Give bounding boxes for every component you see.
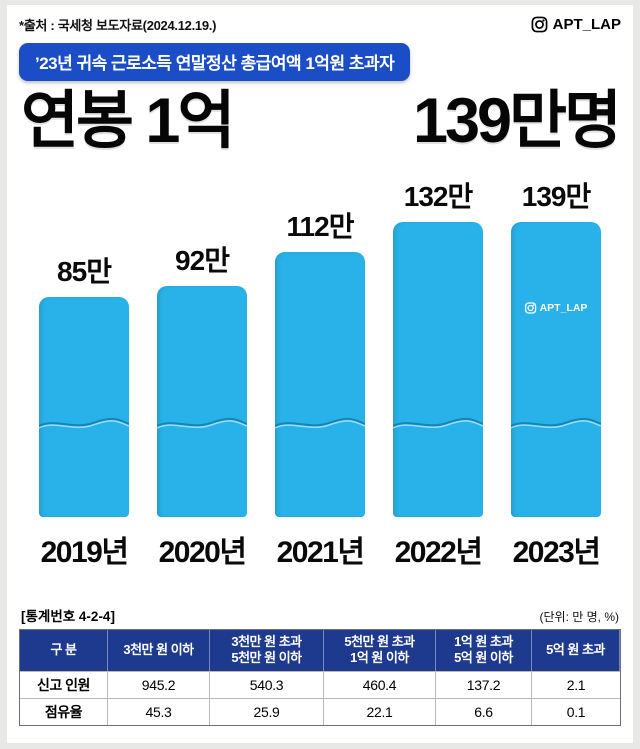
table-cell: 137.2 bbox=[436, 670, 532, 698]
axis-break-wave bbox=[393, 417, 483, 429]
axis-break-wave bbox=[157, 417, 247, 429]
table-row-label: 신고 인원 bbox=[20, 670, 108, 698]
table-header-cell: 5억 원 초과 bbox=[532, 630, 620, 671]
header-bar: *출처 : 국세청 보도자료(2024.12.19.) APT_LAP bbox=[19, 15, 621, 34]
bar-chart: 85만 2019년 92만 2020년 bbox=[19, 175, 621, 571]
bar-year-label: 2019년 bbox=[40, 536, 129, 570]
account-name: APT_LAP bbox=[552, 16, 621, 33]
bar-column-2021: 112만 2021년 bbox=[261, 175, 379, 571]
bar-value-label: 132만 bbox=[403, 181, 473, 213]
table-cell: 460.4 bbox=[324, 670, 436, 698]
table-header-cell: 구 분 bbox=[20, 630, 108, 671]
bar-year-label: 2022년 bbox=[394, 536, 483, 570]
table-header-cell: 5천만 원 초과 1억 원 이하 bbox=[324, 630, 436, 671]
bar-value-label: 112만 bbox=[286, 211, 355, 243]
bar-2023: APT_LAP bbox=[511, 222, 601, 518]
bar-column-2020: 92만 2020년 bbox=[143, 175, 261, 571]
table-cell: 2.1 bbox=[532, 670, 620, 698]
instagram-icon bbox=[531, 16, 548, 33]
table-cell: 0.1 bbox=[532, 697, 620, 725]
bar-2021 bbox=[275, 252, 365, 518]
source-text: *출처 : 국세청 보도자료(2024.12.19.) bbox=[19, 18, 217, 33]
table-cell: 22.1 bbox=[324, 697, 436, 725]
stat-number: [통계번호 4-2-4] bbox=[21, 609, 115, 625]
bar-year-label: 2020년 bbox=[158, 536, 247, 570]
table-section: [통계번호 4-2-4] (단위: 만 명, %) 구 분 3천만 원 이하 3… bbox=[19, 605, 621, 726]
headline-left: 연봉 1억 bbox=[21, 86, 235, 156]
table-cell: 540.3 bbox=[210, 670, 324, 698]
table-header-cell: 3천만 원 이하 bbox=[108, 630, 210, 671]
watermark-text: APT_LAP bbox=[539, 302, 588, 315]
table-cell: 6.6 bbox=[436, 697, 532, 725]
table-cell: 45.3 bbox=[108, 697, 210, 725]
axis-break-wave bbox=[511, 417, 601, 429]
bar-year-label: 2021년 bbox=[276, 536, 365, 570]
instagram-badge: APT_LAP bbox=[531, 16, 621, 33]
infographic: *출처 : 국세청 보도자료(2024.12.19.) APT_LAP ’23년… bbox=[7, 5, 633, 743]
bar-watermark: APT_LAP bbox=[524, 302, 588, 315]
watermark-instagram-icon bbox=[524, 302, 537, 314]
bar-2022 bbox=[393, 222, 483, 518]
axis-break-wave bbox=[39, 417, 129, 429]
table-cell: 945.2 bbox=[108, 670, 210, 698]
unit-note: (단위: 만 명, %) bbox=[539, 610, 620, 625]
headline-right: 139만명 bbox=[412, 86, 622, 156]
axis-break-wave bbox=[275, 417, 365, 429]
table-row-label: 점유율 bbox=[20, 697, 108, 725]
bar-2019 bbox=[39, 297, 129, 518]
headline: 연봉 1억 139만명 bbox=[19, 86, 622, 156]
table-cell: 25.9 bbox=[210, 697, 324, 725]
bar-column-2019: 85만 2019년 bbox=[25, 175, 143, 571]
banner: ’23년 귀속 근로소득 연말정산 총급여액 1억원 초과자 bbox=[19, 43, 411, 81]
bar-column-2022: 132만 2022년 bbox=[379, 175, 497, 571]
bar-value-label: 85만 bbox=[57, 256, 112, 288]
table-meta: [통계번호 4-2-4] (단위: 만 명, %) bbox=[19, 605, 621, 625]
table-header-cell: 3천만 원 초과 5천만 원 이하 bbox=[210, 630, 324, 671]
table-header-cell: 1억 원 초과 5억 원 이하 bbox=[436, 630, 532, 671]
bar-value-label: 139만 bbox=[521, 181, 591, 213]
bar-2020 bbox=[157, 286, 247, 518]
bar-column-2023: 139만 APT_LAP bbox=[497, 175, 615, 571]
bar-year-label: 2023년 bbox=[512, 536, 601, 570]
bar-value-label: 92만 bbox=[175, 245, 230, 277]
summary-table: 구 분 3천만 원 이하 3천만 원 초과 5천만 원 이하 5천만 원 초과 … bbox=[19, 629, 621, 726]
